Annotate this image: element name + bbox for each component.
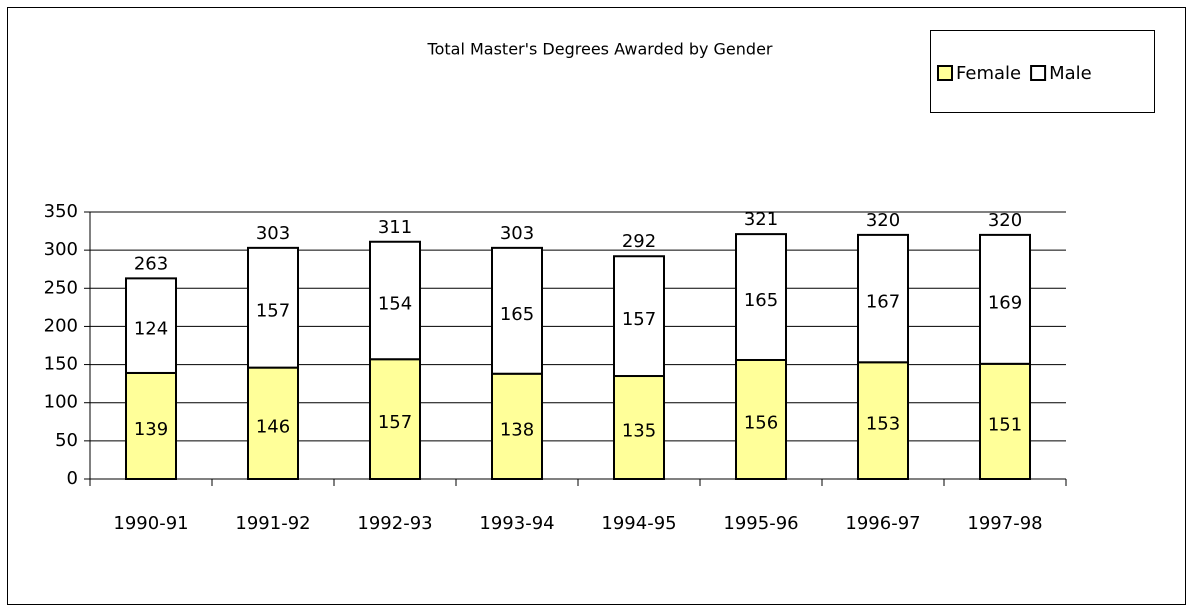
bar-segment [613, 255, 665, 378]
data-label: 156 [744, 412, 778, 433]
total-label: 311 [378, 217, 412, 238]
y-tick-label: 50 [55, 430, 78, 451]
y-tick-label: 350 [44, 201, 78, 222]
total-label: 321 [744, 209, 778, 230]
x-tick-label: 1992-93 [357, 513, 432, 534]
data-label: 165 [500, 304, 534, 325]
data-label: 154 [378, 293, 412, 314]
total-label: 303 [500, 223, 534, 244]
x-tick-label: 1994-95 [601, 513, 676, 534]
data-label: 139 [134, 419, 168, 440]
data-label: 157 [256, 301, 290, 322]
data-label: 165 [744, 290, 778, 311]
data-label: 135 [622, 421, 656, 442]
chart-title: Total Master's Degrees Awarded by Gender [427, 40, 773, 59]
x-tick-label: 1997-98 [967, 513, 1042, 534]
legend-label: Female [956, 63, 1021, 84]
bar-segment [735, 358, 787, 481]
y-tick-label: 150 [44, 354, 78, 375]
x-tick-label: 1990-91 [113, 513, 188, 534]
total-label: 263 [134, 253, 168, 274]
bar-segment [857, 233, 909, 364]
data-label: 124 [134, 319, 168, 340]
total-label: 320 [866, 210, 900, 231]
total-label: 303 [256, 223, 290, 244]
bar-segment [491, 246, 543, 375]
y-tick-label: 0 [67, 468, 78, 489]
legend-label: Male [1049, 63, 1092, 84]
bar-segment [125, 277, 177, 374]
x-tick-label: 1993-94 [479, 513, 554, 534]
x-tick-label: 1996-97 [845, 513, 920, 534]
data-label: 169 [988, 292, 1022, 313]
data-label: 138 [500, 419, 534, 440]
data-label: 167 [866, 292, 900, 313]
data-label: 153 [866, 414, 900, 435]
bar-segment [613, 375, 665, 480]
x-tick-label: 1991-92 [235, 513, 310, 534]
total-label: 292 [622, 231, 656, 252]
x-tick-label: 1995-96 [723, 513, 798, 534]
data-label: 151 [988, 414, 1022, 435]
y-tick-label: 300 [44, 239, 78, 260]
total-label: 320 [988, 210, 1022, 231]
y-tick-label: 250 [44, 277, 78, 298]
data-label: 157 [622, 309, 656, 330]
bar-segment [369, 240, 421, 361]
y-tick-label: 200 [44, 315, 78, 336]
data-label: 146 [256, 416, 290, 437]
bar-segment [979, 362, 1031, 480]
y-tick-label: 100 [44, 392, 78, 413]
bar-segment [247, 366, 299, 481]
bar-segment [247, 246, 299, 369]
legend-swatch [1030, 65, 1047, 81]
legend-swatch [937, 65, 953, 81]
bar-segment [979, 233, 1031, 365]
data-label: 157 [378, 412, 412, 433]
bar-segment [735, 233, 787, 361]
